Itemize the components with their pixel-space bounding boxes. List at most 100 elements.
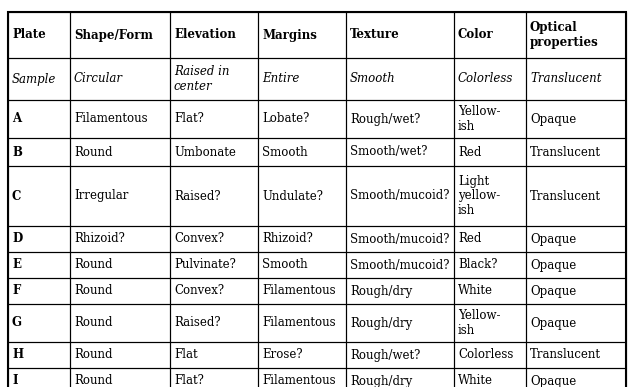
Text: Opaque: Opaque [530,113,576,125]
Bar [346,166,454,226]
Text: Round: Round [74,317,113,329]
Text: Round: Round [74,259,113,272]
Text: Smooth: Smooth [262,259,308,272]
Bar [454,166,526,226]
Bar [346,368,454,387]
Bar [8,58,70,100]
Bar [170,252,258,278]
Text: A: A [12,113,21,125]
Bar [8,252,70,278]
Bar [170,226,258,252]
Bar [346,58,454,100]
Text: Smooth/mucoid?: Smooth/mucoid? [350,190,449,202]
Bar [526,368,626,387]
Text: Rhizoid?: Rhizoid? [262,233,313,245]
Text: Erose?: Erose? [262,349,303,361]
Text: Circular: Circular [74,72,123,86]
Text: B: B [12,146,22,159]
Bar [258,58,346,100]
Text: Smooth/mucoid?: Smooth/mucoid? [350,233,449,245]
Bar [170,138,258,166]
Bar [454,12,526,58]
Text: Shape/Form: Shape/Form [74,29,153,41]
Text: E: E [12,259,21,272]
Bar [8,12,70,58]
Bar [8,100,70,138]
Text: Opaque: Opaque [530,375,576,387]
Text: Yellow-
ish: Yellow- ish [458,309,500,337]
Text: Convex?: Convex? [174,284,224,298]
Bar [8,278,70,304]
Bar [170,304,258,342]
Text: Texture: Texture [350,29,400,41]
Bar [70,368,170,387]
Text: Plate: Plate [12,29,45,41]
Bar [526,278,626,304]
Text: Smooth: Smooth [262,146,308,159]
Text: H: H [12,349,23,361]
Text: Elevation: Elevation [174,29,236,41]
Bar [454,304,526,342]
Bar [454,58,526,100]
Bar [8,226,70,252]
Text: F: F [12,284,20,298]
Text: Colorless: Colorless [458,349,513,361]
Text: Opaque: Opaque [530,259,576,272]
Bar [258,100,346,138]
Bar [258,166,346,226]
Bar [346,304,454,342]
Text: Undulate?: Undulate? [262,190,323,202]
Bar [526,166,626,226]
Text: Round: Round [74,349,113,361]
Bar [70,278,170,304]
Text: Translucent: Translucent [530,72,602,86]
Text: Smooth/mucoid?: Smooth/mucoid? [350,259,449,272]
Text: Rough/wet?: Rough/wet? [350,113,420,125]
Bar [170,12,258,58]
Bar [170,100,258,138]
Text: Raised?: Raised? [174,317,221,329]
Text: Black?: Black? [458,259,497,272]
Bar [526,12,626,58]
Bar [346,226,454,252]
Bar [70,166,170,226]
Bar [8,368,70,387]
Text: Rough/dry: Rough/dry [350,317,412,329]
Bar [526,58,626,100]
Text: Smooth/wet?: Smooth/wet? [350,146,428,159]
Bar [454,100,526,138]
Bar [170,166,258,226]
Text: Yellow-
ish: Yellow- ish [458,105,500,133]
Bar [258,304,346,342]
Bar [346,278,454,304]
Text: Colorless: Colorless [458,72,513,86]
Text: Translucent: Translucent [530,190,601,202]
Text: Opaque: Opaque [530,233,576,245]
Bar [8,304,70,342]
Text: I: I [12,375,17,387]
Text: Light
yellow-
ish: Light yellow- ish [458,175,500,217]
Text: Filamentous: Filamentous [74,113,148,125]
Text: Sample: Sample [12,72,56,86]
Bar [346,138,454,166]
Bar [526,342,626,368]
Text: Rough/dry: Rough/dry [350,284,412,298]
Bar [70,100,170,138]
Text: Round: Round [74,146,113,159]
Text: White: White [458,284,493,298]
Text: Translucent: Translucent [530,349,601,361]
Text: Rough/wet?: Rough/wet? [350,349,420,361]
Text: Rhizoid?: Rhizoid? [74,233,125,245]
Bar [258,342,346,368]
Text: Umbonate: Umbonate [174,146,236,159]
Bar [70,138,170,166]
Bar [346,12,454,58]
Text: Lobate?: Lobate? [262,113,309,125]
Text: Flat: Flat [174,349,198,361]
Text: Raised?: Raised? [174,190,221,202]
Text: Color: Color [458,29,493,41]
Text: Entire: Entire [262,72,300,86]
Text: Opaque: Opaque [530,317,576,329]
Text: Red: Red [458,233,481,245]
Bar [170,278,258,304]
